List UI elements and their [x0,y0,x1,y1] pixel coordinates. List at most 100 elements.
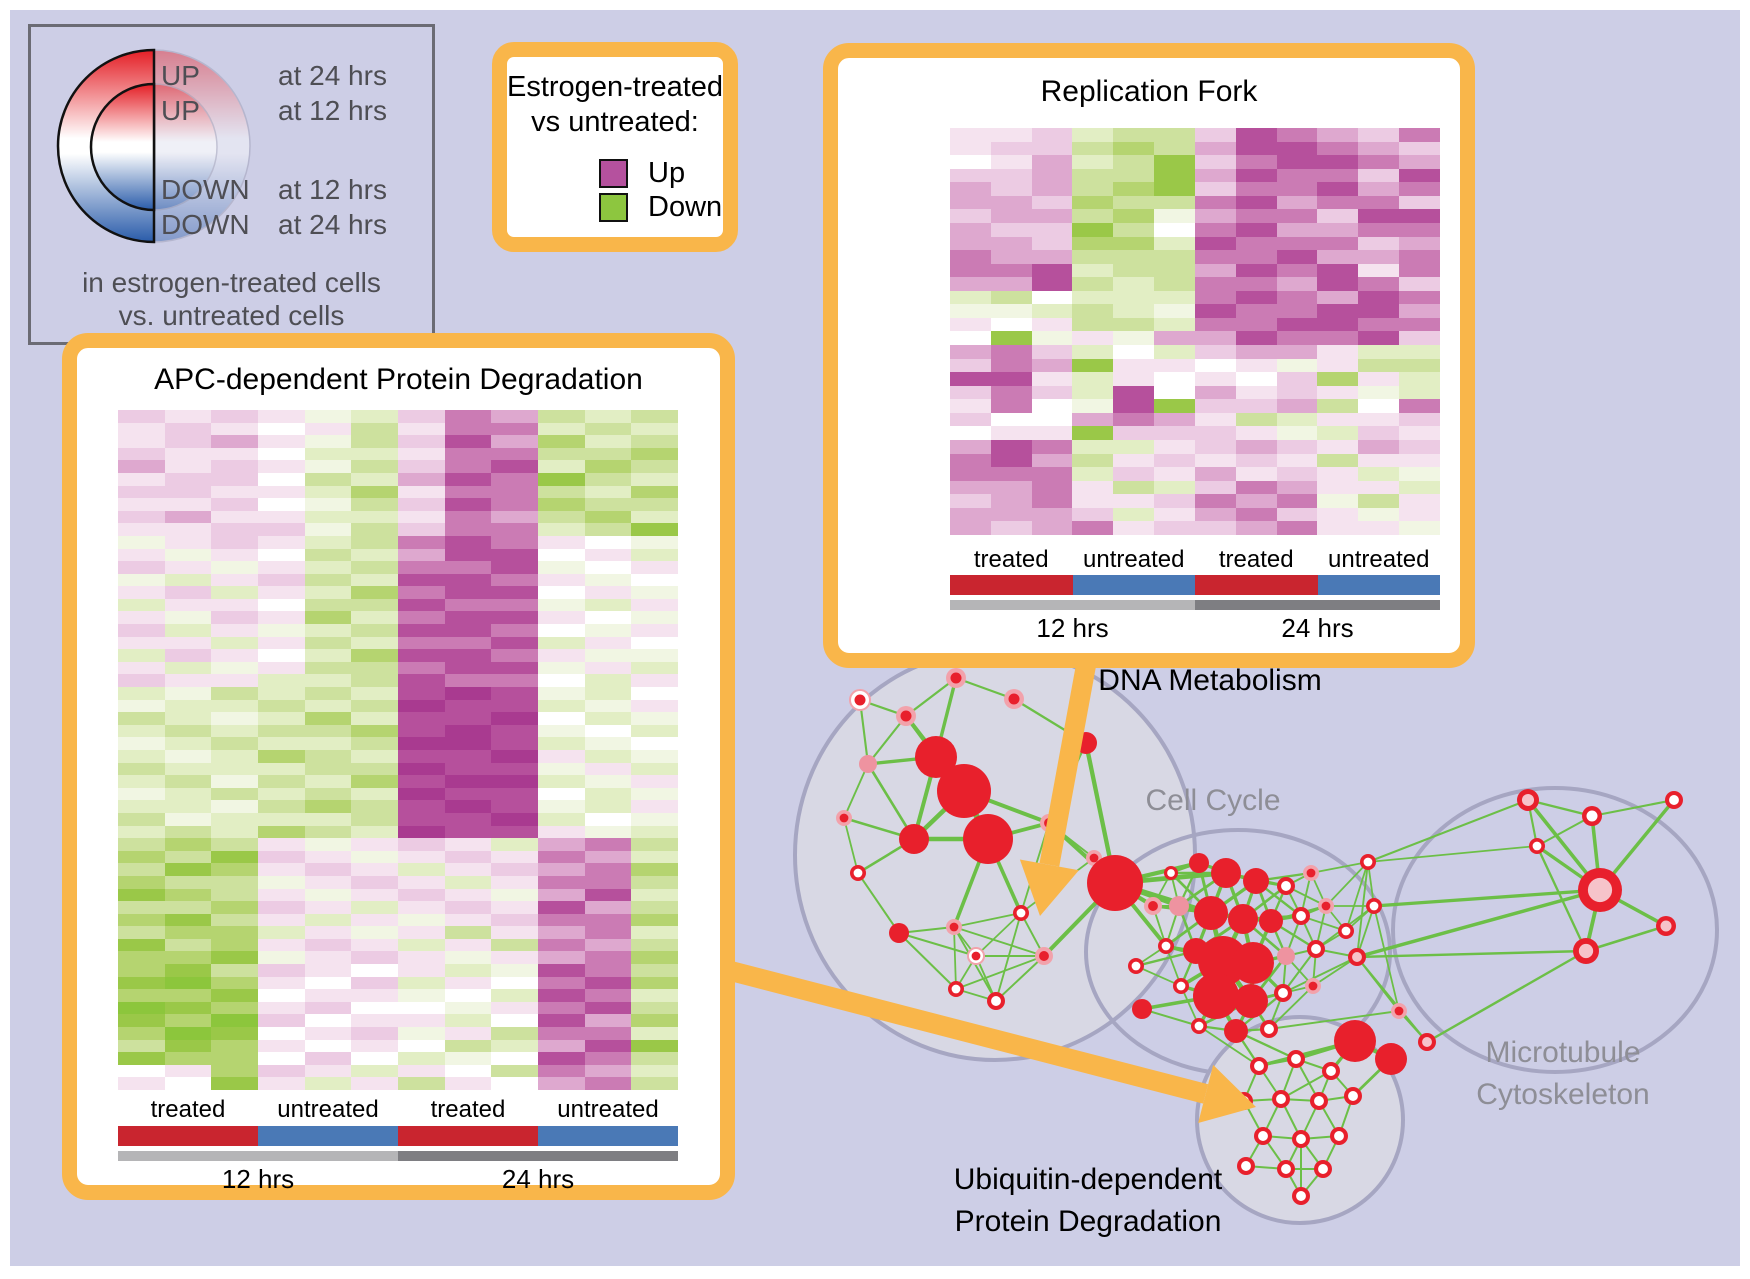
heatmap-cell [118,410,165,423]
heatmap-cell [211,901,258,914]
heatmap-cell [1399,128,1440,142]
heatmap-cell [631,485,678,499]
heatmap-cell [491,724,538,738]
heatmap-cell [351,447,398,461]
heatmap-cell [1317,277,1359,291]
legend-item-up: Up [599,157,685,190]
heatmap-cell [258,938,305,952]
heatmap-cell [444,687,492,700]
heatmap-cell [1399,385,1440,400]
heatmap-cell [164,699,212,713]
heatmap-cell [398,926,445,939]
gene-node-center [1148,901,1158,911]
heatmap-cell [584,687,632,700]
heatmap-cell [1399,155,1440,169]
heatmap-cell [1154,317,1195,332]
gene-node-center [1369,901,1379,911]
heatmap-cell [491,674,538,688]
heatmap-cell [538,712,585,725]
heatmap-cell [398,888,445,902]
heatmap-cell [491,1064,538,1078]
group-color-segment [1195,575,1318,595]
heatmap-cell [444,724,492,738]
arrow-head [1198,1064,1256,1124]
heatmap-cell [584,875,632,889]
heatmap-cell [258,523,305,536]
heatmap-cell [118,573,165,587]
heatmap-cell [118,913,165,927]
heatmap-cell [351,1014,398,1028]
heatmap-cell [584,812,632,826]
heatmap-cell [211,976,258,990]
heatmap-cell [304,460,352,473]
heatmap-cell [118,951,165,965]
heatmap-cell [1154,372,1195,386]
heatmap-cell [258,410,305,423]
heatmap-cell [1154,304,1195,318]
heatmap-cell [631,838,678,851]
heatmap-cell [444,573,492,587]
heatmap-cell [631,1001,678,1015]
heatmap-cell [584,661,632,675]
heatmap-cell [258,422,305,436]
heatmap-cell [1194,168,1236,183]
heatmap-cell [491,787,538,801]
gene-node [1259,909,1283,933]
heatmap-cell [1113,263,1155,278]
heatmap-cell [1399,426,1440,441]
heatmap-cell [1113,453,1155,468]
heatmap-cell [1072,128,1114,142]
gene-node [1211,858,1241,888]
heatmap-cell [1072,494,1114,508]
heatmap-cell [211,410,258,423]
heatmap-cell [211,825,258,839]
heatmap-cell [164,586,212,599]
gene-node [915,736,957,778]
heatmap-cell [631,498,678,511]
heatmap-cell [1072,521,1114,535]
heatmap-cell [1276,155,1318,169]
heatmap-cell [584,712,632,725]
heatmap-cell [1358,317,1400,332]
time-label: 12 hrs [1036,613,1109,643]
heatmap-cell [118,875,165,889]
heatmap-cell [1194,345,1236,359]
heatmap-cell [538,661,585,675]
heatmap-cell [398,1001,445,1015]
heatmap-cell [258,812,305,826]
heatmap-cell [164,611,212,625]
heatmap-cell [584,447,632,461]
heatmap-cell [491,636,538,650]
heatmap-cell [258,573,305,587]
heatmap-cell [1154,331,1195,346]
time-color-segment [950,600,1195,610]
heatmap-cell [1194,467,1236,481]
heatmap-cell [118,661,165,675]
heatmap-cell [538,875,585,889]
heatmap-cell [584,775,632,788]
heatmap-cell [538,964,585,977]
down-label: Down [648,191,723,223]
heatmap-cell [1072,155,1114,169]
heatmap-cell [631,1014,678,1028]
heatmap-cell [950,494,991,508]
heatmap-cell [118,825,165,839]
heatmap-cell [304,485,352,499]
heatmap-cell [1154,155,1195,169]
heatmap-cell [950,317,991,332]
heatmap-cell [1194,317,1236,332]
heatmap-cell [584,699,632,713]
heatmap-cell [398,1052,445,1065]
group-label: untreated [557,1096,659,1123]
gene-node-center [1258,1131,1268,1141]
heatmap-cell [398,699,445,713]
heatmap-cell [1031,168,1073,183]
heatmap-cell [398,850,445,864]
heatmap-cell [398,586,445,599]
heatmap-cell [1317,440,1359,454]
heatmap-cell [398,661,445,675]
heatmap-cell [1072,250,1114,264]
heatmap-cell [1235,480,1277,495]
heatmap-cell [258,535,305,549]
network-edge [975,912,1022,957]
